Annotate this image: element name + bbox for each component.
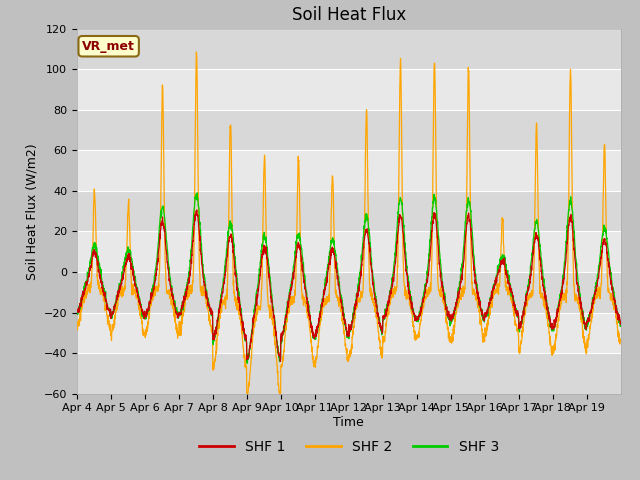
SHF 1	[73, 308, 81, 314]
SHF 1	[609, 293, 617, 299]
SHF 3	[245, 354, 253, 360]
Bar	[77, 353, 621, 394]
Bar	[77, 231, 621, 272]
SHF 1	[276, 359, 284, 364]
SHF 2	[245, 380, 253, 385]
Bar	[77, 29, 621, 69]
SHF 2	[73, 326, 81, 332]
SHF 2	[609, 297, 617, 303]
Line: SHF 3: SHF 3	[77, 193, 621, 363]
SHF 1	[382, 308, 390, 314]
Bar	[77, 69, 621, 110]
SHF 3	[609, 287, 617, 293]
SHF 3	[617, 321, 625, 326]
Bar	[77, 272, 621, 312]
SHF 3	[382, 311, 390, 316]
Line: SHF 2: SHF 2	[77, 52, 621, 399]
SHF 2	[617, 338, 625, 344]
SHF 3	[513, 311, 520, 316]
SHF 2	[543, 313, 551, 319]
SHF 2	[244, 396, 252, 402]
SHF 3	[73, 312, 81, 317]
SHF 3	[243, 360, 251, 366]
SHF 1	[127, 266, 135, 272]
SHF 2	[382, 329, 390, 335]
SHF 1	[245, 353, 253, 359]
SHF 1	[193, 207, 200, 213]
Legend: SHF 1, SHF 2, SHF 3: SHF 1, SHF 2, SHF 3	[193, 434, 504, 460]
SHF 1	[513, 313, 520, 319]
Title: Soil Heat Flux: Soil Heat Flux	[292, 6, 406, 24]
SHF 3	[543, 303, 551, 309]
Text: VR_met: VR_met	[82, 40, 135, 53]
SHF 1	[543, 304, 551, 310]
SHF 2	[127, 273, 135, 278]
SHF 2	[513, 323, 520, 328]
SHF 2	[193, 49, 200, 55]
Bar	[77, 110, 621, 150]
Line: SHF 1: SHF 1	[77, 210, 621, 361]
SHF 3	[127, 257, 135, 263]
Y-axis label: Soil Heat Flux (W/m2): Soil Heat Flux (W/m2)	[25, 143, 38, 279]
SHF 3	[193, 190, 201, 196]
Bar	[77, 150, 621, 191]
Bar	[77, 191, 621, 231]
SHF 1	[617, 319, 625, 325]
Bar	[77, 312, 621, 353]
X-axis label: Time: Time	[333, 416, 364, 429]
